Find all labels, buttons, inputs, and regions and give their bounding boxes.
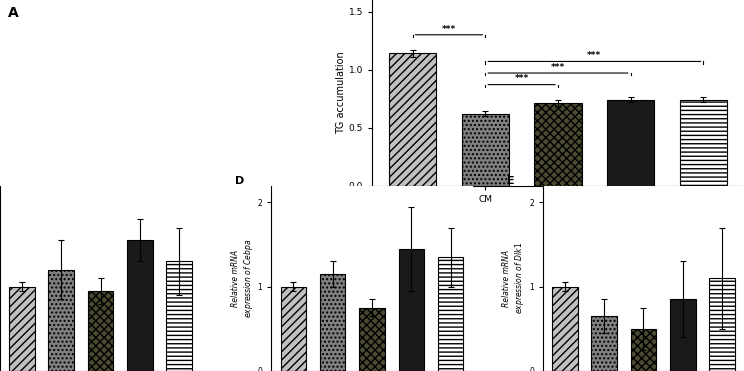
Bar <box>552 287 577 371</box>
Y-axis label: Relative mRNA
expression of $\it{Cebpa}$: Relative mRNA expression of $\it{Cebpa}$ <box>231 239 254 318</box>
Bar <box>280 287 306 371</box>
Bar <box>670 299 696 371</box>
Bar <box>631 329 656 371</box>
Bar <box>48 270 74 371</box>
Bar <box>438 257 464 371</box>
Text: B: B <box>316 0 324 1</box>
Text: ***: *** <box>551 63 565 72</box>
Bar <box>399 249 424 371</box>
Bar <box>9 287 35 371</box>
Bar <box>591 316 617 371</box>
Bar <box>461 114 509 186</box>
Text: ***: *** <box>515 75 529 83</box>
Text: A: A <box>7 6 18 20</box>
Bar <box>167 262 192 371</box>
Text: D: D <box>235 176 245 186</box>
Bar <box>389 53 436 186</box>
Y-axis label: TG accumulation: TG accumulation <box>336 51 346 134</box>
Text: E: E <box>507 176 514 186</box>
Bar <box>127 240 153 371</box>
Bar <box>88 291 113 371</box>
Bar <box>709 278 735 371</box>
Text: ***: *** <box>442 24 456 34</box>
Bar <box>534 103 582 186</box>
Bar <box>359 308 385 371</box>
Y-axis label: Relative mRNA
expression of $\it{Dlk1}$: Relative mRNA expression of $\it{Dlk1}$ <box>502 242 526 314</box>
Text: ***: *** <box>587 51 601 60</box>
Bar <box>320 274 345 371</box>
Bar <box>680 100 727 186</box>
Bar <box>607 100 655 186</box>
